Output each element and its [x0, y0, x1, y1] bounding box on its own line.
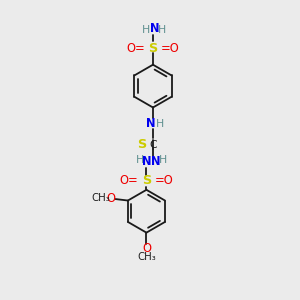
- Text: O: O: [106, 192, 115, 205]
- Text: H: H: [158, 25, 166, 35]
- Text: CH₃: CH₃: [137, 252, 156, 262]
- Text: =O: =O: [154, 173, 173, 187]
- Text: S: S: [148, 42, 158, 55]
- Text: S: S: [142, 173, 151, 187]
- Text: N: N: [151, 155, 161, 168]
- Text: C: C: [149, 140, 157, 150]
- Text: O=: O=: [120, 173, 139, 187]
- Text: N: N: [142, 155, 151, 168]
- Text: H: H: [159, 155, 167, 165]
- Text: N: N: [150, 22, 159, 34]
- Text: O=: O=: [126, 42, 145, 55]
- Text: N: N: [146, 117, 155, 130]
- Text: H: H: [142, 25, 151, 35]
- Text: H: H: [136, 155, 144, 165]
- Text: O: O: [142, 242, 151, 256]
- Text: H: H: [155, 119, 164, 129]
- Text: S: S: [137, 138, 147, 151]
- Text: =O: =O: [161, 42, 180, 55]
- Text: CH₃: CH₃: [91, 194, 110, 203]
